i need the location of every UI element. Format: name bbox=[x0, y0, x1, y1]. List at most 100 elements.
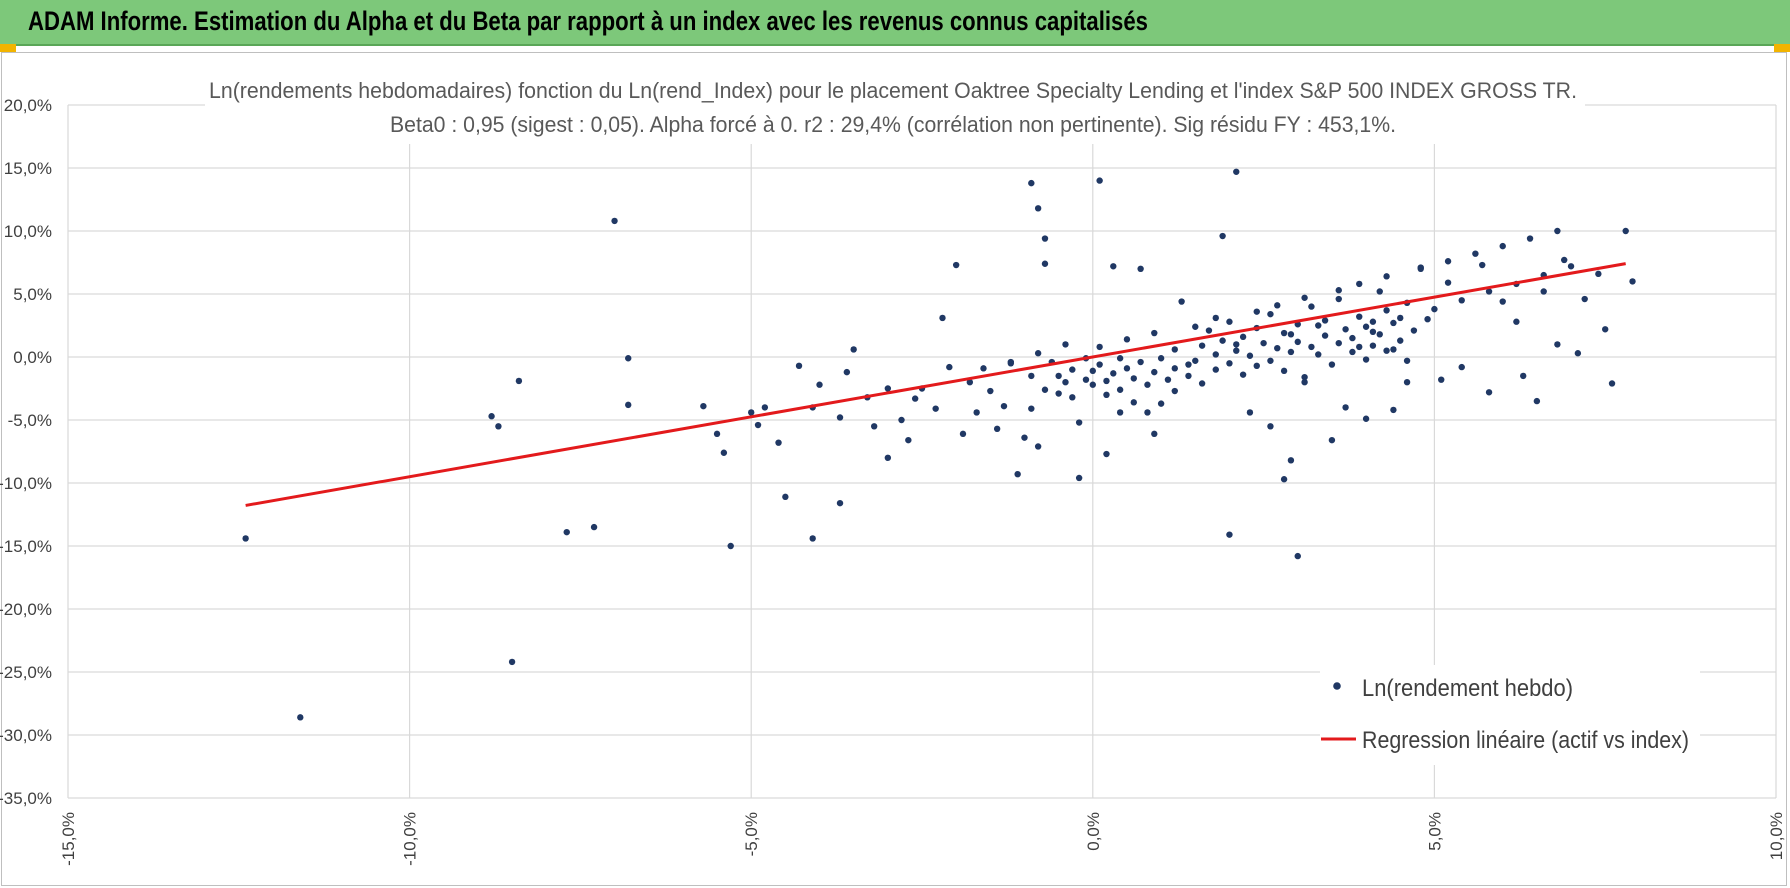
data-point bbox=[1171, 387, 1178, 395]
data-point bbox=[1226, 360, 1233, 367]
data-point bbox=[1376, 331, 1383, 338]
x-axis-ticks: -15,0% -10,0% -5,0% 0,0% 5,0% 10,0% bbox=[59, 812, 1786, 866]
data-point bbox=[1356, 313, 1363, 320]
data-point bbox=[1123, 336, 1131, 343]
data-point bbox=[1513, 318, 1520, 325]
data-point bbox=[1321, 317, 1329, 324]
data-point bbox=[932, 405, 939, 412]
data-point bbox=[1431, 305, 1438, 313]
data-point bbox=[1526, 235, 1534, 242]
data-point bbox=[1499, 298, 1506, 305]
y-tick-label: -35,0% bbox=[0, 789, 52, 808]
data-point bbox=[1410, 327, 1418, 334]
data-point bbox=[1021, 434, 1028, 441]
data-point bbox=[1328, 436, 1336, 444]
data-point bbox=[1287, 457, 1295, 464]
data-point bbox=[1554, 341, 1561, 348]
data-point bbox=[1485, 389, 1493, 396]
data-point bbox=[1622, 227, 1629, 235]
data-point bbox=[1321, 332, 1329, 339]
data-point bbox=[1342, 404, 1349, 411]
data-point bbox=[1424, 316, 1431, 323]
y-axis-ticks: 20,0% 15,0% 10,0% 5,0% 0,0% -5,0% -10,0% -15,0%… bbox=[0, 96, 52, 808]
data-point bbox=[1356, 280, 1363, 288]
data-point bbox=[1554, 227, 1561, 235]
data-point bbox=[1280, 476, 1288, 483]
scatter-points bbox=[242, 168, 1636, 721]
data-point bbox=[508, 658, 516, 666]
data-point bbox=[1192, 357, 1199, 364]
data-point bbox=[1362, 415, 1370, 422]
data-point bbox=[1362, 356, 1370, 363]
data-point bbox=[1472, 250, 1479, 257]
data-point bbox=[1157, 355, 1165, 362]
data-point bbox=[1089, 381, 1097, 388]
data-point bbox=[1581, 295, 1588, 303]
y-tick-label: 0,0% bbox=[13, 348, 52, 367]
legend-label-regression: Regression linéaire (actif vs index) bbox=[1362, 727, 1689, 754]
data-point bbox=[1608, 380, 1616, 387]
chart-title-line2: Beta0 : 0,95 (sigest : 0,05). Alpha forc… bbox=[390, 112, 1396, 137]
data-point bbox=[1260, 339, 1267, 347]
data-point bbox=[1185, 361, 1192, 368]
data-point bbox=[1533, 397, 1541, 405]
data-point bbox=[1007, 358, 1015, 366]
data-point bbox=[1369, 318, 1377, 325]
data-point bbox=[1233, 341, 1240, 348]
data-point bbox=[836, 499, 844, 507]
data-point bbox=[1301, 373, 1308, 381]
regression-line-group bbox=[245, 262, 1626, 507]
data-point bbox=[761, 404, 769, 411]
data-point bbox=[1041, 260, 1049, 267]
chart-grid bbox=[67, 104, 1777, 799]
report-title: ADAM Informe. Estimation du Alpha et du … bbox=[28, 6, 1148, 36]
data-point bbox=[1294, 338, 1301, 346]
data-point bbox=[1028, 405, 1035, 412]
data-point bbox=[1356, 343, 1363, 351]
data-point bbox=[1301, 379, 1308, 386]
data-point bbox=[966, 379, 974, 386]
data-point bbox=[495, 423, 502, 430]
regression-line bbox=[245, 262, 1626, 507]
data-point bbox=[1116, 355, 1124, 362]
x-tick-label: -10,0% bbox=[401, 812, 420, 866]
data-point bbox=[973, 409, 980, 416]
data-point bbox=[1110, 370, 1117, 377]
data-point bbox=[1233, 168, 1240, 175]
data-point bbox=[1110, 263, 1117, 270]
chart-frame bbox=[1, 52, 1787, 886]
data-point bbox=[1239, 371, 1247, 378]
data-point bbox=[1267, 310, 1274, 318]
data-point bbox=[297, 714, 304, 721]
legend-label-points: Ln(rendement hebdo) bbox=[1362, 675, 1573, 702]
data-point bbox=[1335, 339, 1342, 347]
y-tick-label: -20,0% bbox=[0, 600, 52, 619]
data-point bbox=[1335, 287, 1342, 294]
data-point bbox=[1458, 297, 1465, 304]
y-tick-label: 10,0% bbox=[4, 222, 52, 241]
data-point bbox=[1574, 350, 1582, 357]
data-point bbox=[809, 535, 816, 542]
data-point bbox=[1062, 341, 1069, 348]
data-point bbox=[843, 368, 851, 376]
data-point bbox=[1041, 235, 1049, 242]
y-tick-label: -10,0% bbox=[0, 474, 52, 493]
data-point bbox=[1335, 295, 1342, 303]
data-point bbox=[1137, 358, 1144, 366]
data-point bbox=[1567, 263, 1575, 270]
data-point bbox=[816, 381, 823, 388]
data-point bbox=[1602, 326, 1609, 333]
data-point bbox=[1280, 329, 1288, 337]
data-point bbox=[1212, 314, 1219, 322]
data-point bbox=[1438, 376, 1445, 383]
data-point bbox=[1390, 406, 1397, 414]
data-point bbox=[1444, 258, 1452, 265]
data-point bbox=[884, 385, 892, 392]
data-point bbox=[1089, 367, 1097, 375]
data-point bbox=[1116, 386, 1124, 393]
chart-title-background bbox=[205, 74, 1585, 144]
data-point bbox=[1287, 348, 1295, 356]
data-point bbox=[1157, 400, 1165, 407]
data-point bbox=[1315, 351, 1322, 358]
